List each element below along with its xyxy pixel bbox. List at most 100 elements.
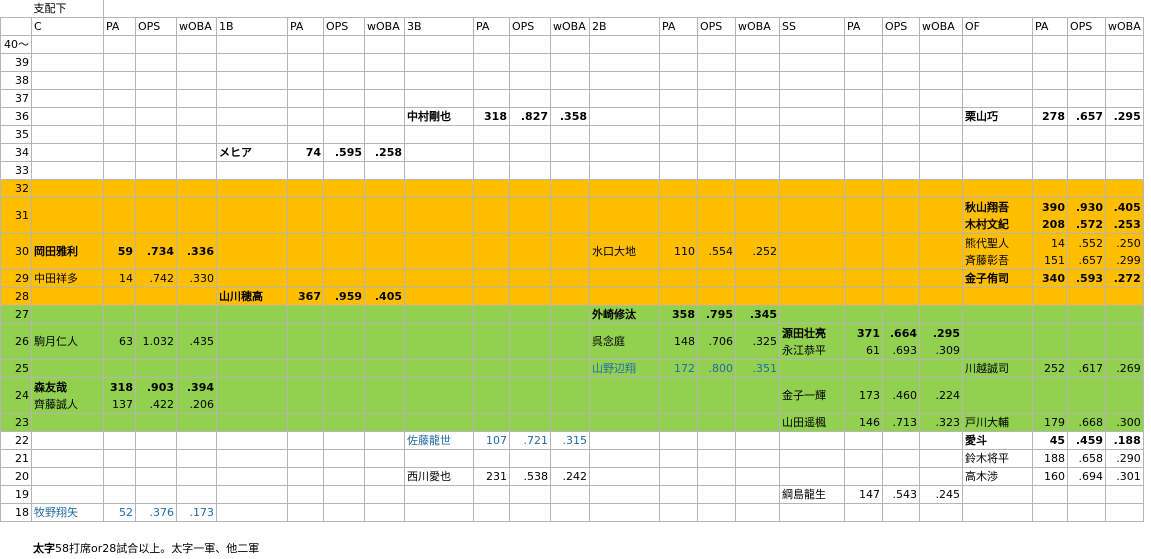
empty-cell (323, 233, 365, 270)
column-header: wOBA (176, 17, 217, 36)
player-name-text: 外崎修汰 (592, 308, 636, 321)
stat-value: 146 (859, 416, 880, 429)
empty-cell (31, 485, 104, 504)
player-pa: 252 (1032, 359, 1068, 378)
empty-cell (404, 143, 474, 162)
empty-cell (659, 161, 698, 180)
blank-cell (1105, 0, 1144, 18)
age-label: 26 (0, 323, 32, 360)
empty-cell (550, 377, 590, 414)
empty-cell (697, 71, 736, 90)
empty-cell (31, 467, 104, 486)
stat-value: .351 (752, 362, 778, 375)
empty-cell (31, 413, 104, 432)
footnote: 太字58打席or28試合以上。太字一軍、他二軍 (33, 540, 259, 556)
empty-cell (1067, 503, 1106, 522)
empty-cell (509, 359, 551, 378)
player-pa: 14 151 (1032, 233, 1068, 270)
age-row: 22 佐藤龍世 107 .721 .315 愛斗 45 .459 .188 (0, 431, 1144, 450)
empty-cell (844, 305, 883, 324)
empty-cell (364, 449, 405, 468)
player-pa: 318 137 (103, 377, 136, 414)
player-name: 駒月仁人 (31, 323, 104, 360)
empty-cell (589, 413, 660, 432)
empty-cell (473, 449, 510, 468)
empty-cell (287, 53, 324, 72)
player-pa: 358 (659, 305, 698, 324)
age-label: 35 (0, 125, 32, 144)
stat-value: .734 (146, 245, 174, 258)
empty-cell (404, 89, 474, 108)
empty-cell (216, 53, 288, 72)
player-name: メヒア (216, 143, 288, 162)
stat-value: .435 (189, 335, 215, 348)
age-label: 19 (0, 485, 32, 504)
header-corner (0, 17, 32, 36)
blank-cell (589, 0, 660, 18)
empty-cell (404, 35, 474, 54)
empty-cell (589, 449, 660, 468)
empty-cell (919, 89, 963, 108)
empty-cell (473, 233, 510, 270)
empty-cell (176, 143, 217, 162)
empty-cell (509, 89, 551, 108)
age-row: 28 山川穂高 367 .959 .405 (0, 287, 1144, 306)
empty-cell (962, 89, 1033, 108)
stat-value: .358 (559, 110, 587, 123)
empty-cell (404, 305, 474, 324)
blank-cell (882, 0, 920, 18)
empty-cell (1067, 485, 1106, 504)
empty-cell (550, 287, 590, 306)
empty-cell (404, 125, 474, 144)
empty-cell (882, 161, 920, 180)
empty-cell (135, 359, 177, 378)
empty-cell (323, 161, 365, 180)
stat-value: .250 (1116, 236, 1141, 250)
player-woba: .301 (1105, 467, 1144, 486)
empty-cell (216, 71, 288, 90)
empty-cell (735, 107, 780, 126)
empty-cell (176, 161, 217, 180)
stat-value: .593 (1075, 272, 1103, 285)
empty-cell (31, 359, 104, 378)
empty-cell (509, 413, 551, 432)
stat-value: 63 (119, 335, 133, 348)
stat-value: 59 (117, 245, 133, 258)
stat-value: .315 (562, 434, 588, 447)
player-ops: .959 (323, 287, 365, 306)
empty-cell (509, 161, 551, 180)
empty-cell (1105, 143, 1144, 162)
empty-cell (216, 449, 288, 468)
empty-cell (364, 503, 405, 522)
empty-cell (779, 467, 845, 486)
player-name: 戸川大輔 (962, 413, 1033, 432)
age-row: 23 山田遥楓 146 .713 .323 戸川大輔 179 .668 .300 (0, 413, 1144, 432)
empty-cell (509, 35, 551, 54)
empty-cell (323, 431, 365, 450)
empty-cell (1032, 161, 1068, 180)
empty-cell (589, 143, 660, 162)
empty-cell (103, 89, 136, 108)
player-name: 岡田雅利 (31, 233, 104, 270)
player-name: 森友哉 齊藤誠人 (31, 377, 104, 414)
empty-cell (779, 233, 845, 270)
stat-value: .706 (708, 335, 734, 348)
column-header: OPS (509, 17, 551, 36)
empty-cell (287, 71, 324, 90)
empty-cell (216, 431, 288, 450)
empty-cell (31, 197, 104, 234)
empty-cell (176, 449, 217, 468)
empty-cell (364, 359, 405, 378)
empty-cell (779, 359, 845, 378)
player-pa: 367 (287, 287, 324, 306)
empty-cell (735, 503, 780, 522)
empty-cell (1105, 89, 1144, 108)
empty-cell (176, 359, 217, 378)
player-pa: 74 (287, 143, 324, 162)
empty-cell (103, 467, 136, 486)
empty-cell (1105, 35, 1144, 54)
empty-cell (919, 305, 963, 324)
player-ops: .376 (135, 503, 177, 522)
empty-cell (473, 125, 510, 144)
player-ops: .595 (323, 143, 365, 162)
